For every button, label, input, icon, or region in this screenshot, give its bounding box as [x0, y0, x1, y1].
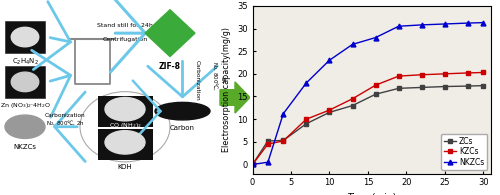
Text: $\mathregular{Zn\ (NO_3)_2{\cdot}4H_2O}$: $\mathregular{Zn\ (NO_3)_2{\cdot}4H_2O}$	[0, 101, 50, 110]
KZCs	[419, 74, 425, 76]
Ellipse shape	[11, 27, 39, 47]
Line: NKZCs: NKZCs	[250, 20, 486, 167]
Text: NKZCs: NKZCs	[14, 144, 36, 150]
Text: Stand still for 24h: Stand still for 24h	[97, 23, 153, 28]
X-axis label: Time (min): Time (min)	[347, 193, 397, 195]
ZCs	[250, 163, 256, 166]
ZCs	[419, 86, 425, 89]
NKZCs	[465, 22, 471, 24]
ZCs	[280, 139, 286, 142]
KZCs	[396, 75, 402, 77]
ZCs	[396, 87, 402, 90]
ZCs	[304, 122, 310, 125]
KZCs	[326, 109, 332, 111]
KZCs	[350, 98, 356, 100]
FancyBboxPatch shape	[5, 21, 45, 53]
Text: Centrifugation: Centrifugation	[102, 36, 148, 42]
Text: $\mathregular{CO\ (NH_2)_2}$: $\mathregular{CO\ (NH_2)_2}$	[108, 121, 142, 130]
KZCs	[250, 163, 256, 166]
FancyBboxPatch shape	[98, 96, 152, 127]
Line: ZCs: ZCs	[250, 84, 486, 166]
NKZCs	[396, 25, 402, 27]
Text: Carbon: Carbon	[170, 125, 195, 131]
KZCs	[280, 140, 286, 142]
ZCs	[350, 104, 356, 107]
KZCs	[480, 71, 486, 74]
Text: ZIF-8: ZIF-8	[159, 62, 181, 71]
KZCs	[372, 84, 378, 86]
Text: Carbonization: Carbonization	[195, 60, 200, 100]
NKZCs	[304, 82, 310, 84]
ZCs	[480, 84, 486, 87]
NKZCs	[250, 163, 256, 166]
Y-axis label: Electrosorption capacity(mg/g): Electrosorption capacity(mg/g)	[222, 27, 232, 152]
FancyBboxPatch shape	[98, 129, 152, 160]
KZCs	[304, 118, 310, 120]
Ellipse shape	[155, 102, 210, 120]
NKZCs	[350, 43, 356, 46]
NKZCs	[372, 36, 378, 39]
Ellipse shape	[105, 98, 145, 121]
NKZCs	[326, 59, 332, 61]
Text: $\mathregular{C_2H_4N_2}$: $\mathregular{C_2H_4N_2}$	[12, 57, 38, 67]
Polygon shape	[220, 82, 250, 113]
Text: Carbonization: Carbonization	[44, 113, 86, 118]
Circle shape	[80, 92, 170, 162]
NKZCs	[480, 21, 486, 24]
Ellipse shape	[5, 115, 45, 138]
Text: $\mathregular{N_2}$, 800℃, 2h: $\mathregular{N_2}$, 800℃, 2h	[46, 118, 84, 128]
Legend: ZCs, KZCs, NKZCs: ZCs, KZCs, NKZCs	[442, 134, 487, 170]
ZCs	[465, 85, 471, 87]
KZCs	[265, 143, 271, 145]
NKZCs	[265, 161, 271, 163]
ZCs	[326, 111, 332, 113]
ZCs	[372, 93, 378, 95]
NKZCs	[419, 24, 425, 26]
ZCs	[442, 85, 448, 88]
Ellipse shape	[105, 131, 145, 154]
NKZCs	[280, 113, 286, 115]
NKZCs	[442, 23, 448, 25]
KZCs	[442, 73, 448, 75]
KZCs	[465, 72, 471, 74]
Text: KOH: KOH	[118, 164, 132, 170]
Text: $\mathregular{N_2}$, 800℃,: $\mathregular{N_2}$, 800℃,	[210, 61, 220, 91]
Polygon shape	[145, 10, 195, 57]
ZCs	[265, 140, 271, 142]
FancyBboxPatch shape	[5, 66, 45, 98]
Ellipse shape	[11, 72, 39, 92]
Text: 3h: 3h	[220, 76, 225, 83]
Line: KZCs: KZCs	[250, 71, 486, 166]
